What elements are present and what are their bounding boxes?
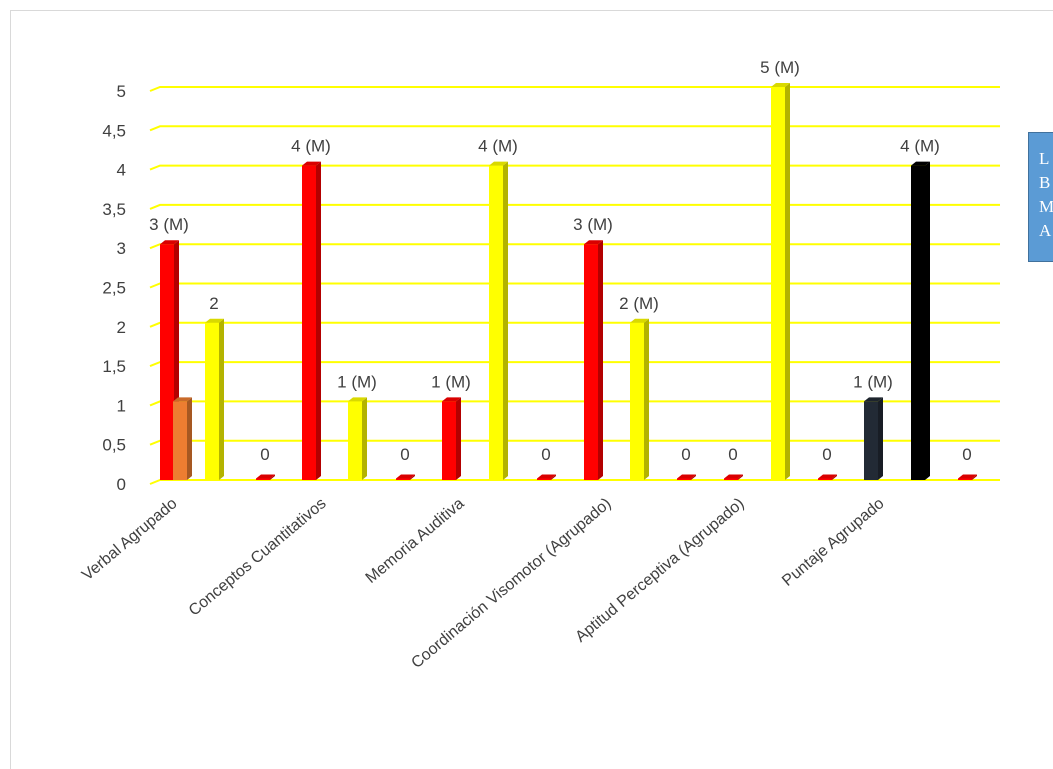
- gridline: [149, 282, 1000, 289]
- legend-item: M: [1039, 197, 1053, 216]
- gridline: [149, 243, 1000, 250]
- bar: [724, 474, 743, 480]
- data-label: 5 (M): [760, 58, 800, 77]
- data-label: 0: [728, 445, 737, 464]
- data-labels: 3 (M) 2 0 4 (M) 1 (M) 0 1 (M) 4 (M) 0 3 (M) 2 (M) 0…: [149, 58, 972, 464]
- legend-item: L: [1039, 149, 1050, 168]
- data-label: 2 (M): [619, 294, 659, 313]
- bar: [911, 161, 930, 480]
- data-label: 1 (M): [853, 372, 893, 391]
- gridline: [149, 86, 1000, 92]
- gridline: [149, 479, 1000, 485]
- x-tick-label: Puntaje Agrupado: [779, 495, 887, 590]
- bar: [630, 318, 649, 480]
- y-tick-label: 1,5: [102, 357, 126, 376]
- data-label: 2: [209, 294, 218, 313]
- gridline: [149, 164, 1000, 171]
- y-tick-label: 3: [117, 239, 126, 258]
- gridline: [149, 203, 1000, 210]
- bar: [958, 474, 977, 480]
- y-tick-label: 1: [117, 396, 126, 415]
- data-label: 1 (M): [431, 372, 471, 391]
- y-tick-label: 3,5: [102, 200, 126, 219]
- data-label: 0: [260, 445, 269, 464]
- bar: [256, 474, 275, 480]
- gridline: [149, 361, 1000, 368]
- bar: [818, 474, 837, 480]
- bar: [348, 397, 367, 480]
- x-tick-label: Memoria Auditiva: [363, 495, 468, 587]
- gridline: [149, 125, 1000, 132]
- y-tick-label: 4: [117, 161, 126, 180]
- data-label: 1 (M): [337, 372, 377, 391]
- data-label: 0: [822, 445, 831, 464]
- bar: [537, 474, 556, 480]
- y-tick-label: 4,5: [102, 121, 126, 140]
- bar: [173, 397, 192, 480]
- legend-item: B: [1039, 173, 1051, 192]
- bar: [205, 318, 224, 480]
- y-tick-label: 2: [117, 318, 126, 337]
- chart-frame: [10, 10, 1053, 769]
- x-axis: Verbal Agrupado Conceptos Cuantitativos Me…: [79, 495, 888, 672]
- bar: [396, 474, 415, 480]
- data-label: 0: [962, 445, 971, 464]
- data-label: 0: [400, 445, 409, 464]
- gridline: [149, 321, 1000, 328]
- bar: [677, 474, 696, 480]
- data-label: 0: [681, 445, 690, 464]
- bar: [442, 397, 461, 480]
- y-tick-label: 0,5: [102, 436, 126, 455]
- data-label: 0: [541, 445, 550, 464]
- y-axis: 0 0,5 1 1,5 2 2,5 3 3,5 4 4,5 5: [102, 82, 126, 494]
- legend-item: A: [1039, 221, 1052, 240]
- x-tick-label: Verbal Agrupado: [79, 495, 181, 584]
- data-label: 4 (M): [478, 137, 518, 156]
- bar: [584, 240, 603, 480]
- y-tick-label: 2,5: [102, 279, 126, 298]
- data-label: 3 (M): [149, 215, 189, 234]
- bar: [864, 397, 883, 480]
- x-tick-label: Conceptos Cuantitativos: [186, 495, 330, 620]
- bars: [160, 83, 977, 480]
- y-tick-label: 0: [117, 475, 126, 494]
- bar: [302, 161, 321, 480]
- bar: [771, 83, 790, 480]
- legend: L B M A: [1028, 132, 1053, 262]
- y-tick-label: 5: [117, 82, 126, 101]
- data-label: 4 (M): [900, 137, 940, 156]
- data-label: 4 (M): [291, 137, 331, 156]
- data-label: 3 (M): [573, 215, 613, 234]
- bar: [489, 161, 508, 480]
